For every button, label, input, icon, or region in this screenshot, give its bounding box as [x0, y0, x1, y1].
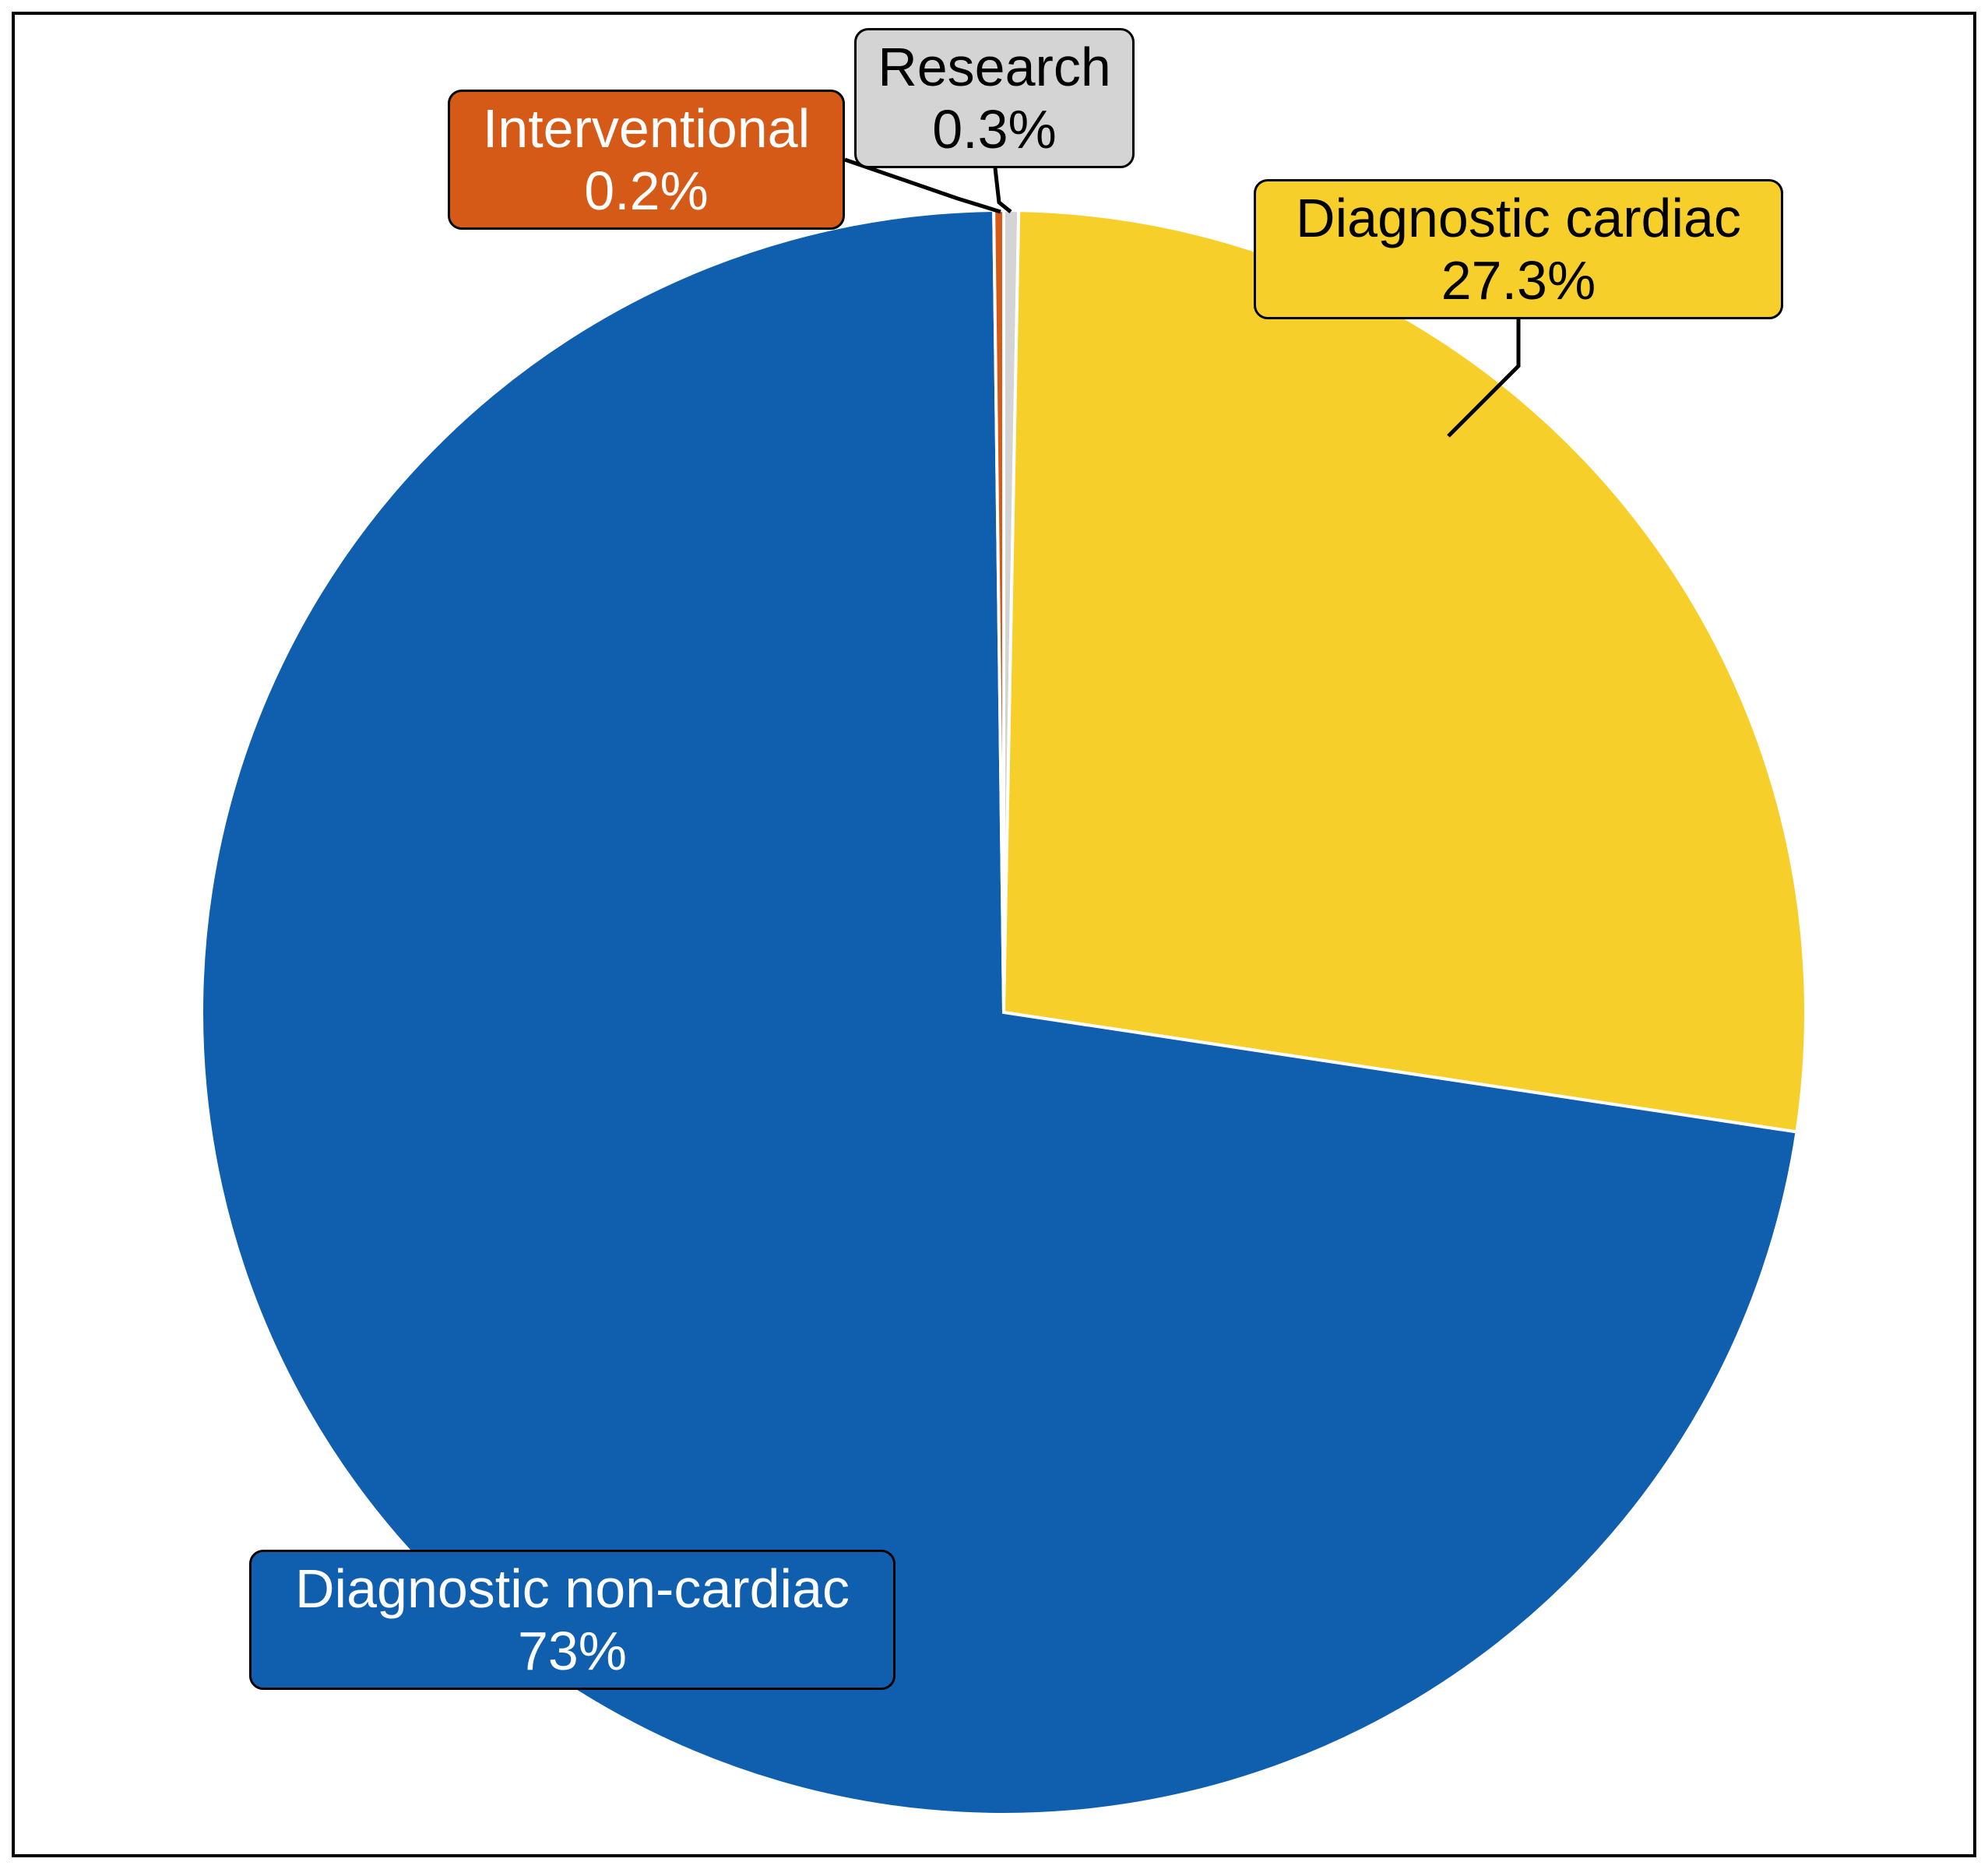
label-name: Diagnostic cardiac — [1296, 187, 1741, 250]
label-percent: 0.3% — [932, 98, 1057, 161]
label-diagnostic-cardiac: Diagnostic cardiac27.3% — [1254, 179, 1783, 319]
label-research: Research0.3% — [854, 28, 1135, 168]
label-name: Interventional — [483, 97, 810, 160]
label-percent: 27.3% — [1441, 249, 1596, 312]
leader-research — [995, 168, 1011, 212]
leader-diagnostic-cardiac — [1448, 319, 1518, 436]
label-percent: 0.2% — [584, 160, 709, 223]
label-percent: 73% — [518, 1620, 627, 1683]
label-name: Diagnostic non-cardiac — [295, 1558, 850, 1621]
label-name: Research — [878, 36, 1111, 99]
label-interventional: Interventional0.2% — [448, 90, 845, 230]
label-diagnostic-non-cardiac: Diagnostic non-cardiac73% — [249, 1550, 895, 1690]
